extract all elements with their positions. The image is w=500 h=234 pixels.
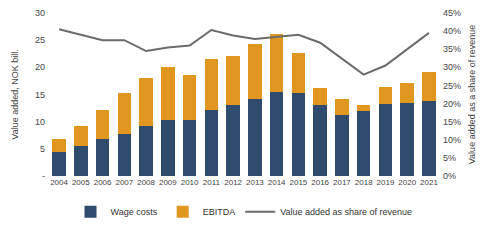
- svg-text:2011: 2011: [203, 178, 221, 187]
- svg-text:2018: 2018: [355, 178, 373, 187]
- svg-text:2014: 2014: [268, 178, 286, 187]
- svg-text:2008: 2008: [137, 178, 155, 187]
- svg-text:2020: 2020: [398, 178, 416, 187]
- svg-text:5%: 5%: [443, 153, 456, 163]
- svg-text:2005: 2005: [72, 178, 90, 187]
- svg-text:2017: 2017: [333, 178, 351, 187]
- svg-text:Wage costs: Wage costs: [111, 207, 158, 217]
- svg-text:2007: 2007: [115, 178, 133, 187]
- svg-text:Value added as share of revenu: Value added as share of revenue: [280, 207, 412, 217]
- svg-text:5: 5: [40, 144, 45, 154]
- svg-text:20%: 20%: [443, 99, 461, 109]
- svg-text:15%: 15%: [443, 117, 461, 127]
- svg-text:-: -: [42, 171, 45, 181]
- svg-text:Value added as a share of reve: Value added as a share of revenue: [467, 25, 477, 164]
- svg-text:2015: 2015: [290, 178, 308, 187]
- svg-text:40%: 40%: [443, 26, 461, 36]
- svg-text:0%: 0%: [443, 171, 456, 181]
- svg-text:Value added, NOK bill.: Value added, NOK bill.: [10, 49, 20, 139]
- svg-text:2019: 2019: [377, 178, 395, 187]
- svg-text:2010: 2010: [181, 178, 199, 187]
- svg-text:35%: 35%: [443, 44, 461, 54]
- svg-text:15: 15: [35, 90, 45, 100]
- svg-text:EBITDA: EBITDA: [203, 207, 236, 217]
- svg-text:2013: 2013: [246, 178, 264, 187]
- svg-text:10%: 10%: [443, 135, 461, 145]
- svg-text:30: 30: [35, 8, 45, 18]
- svg-text:2004: 2004: [50, 178, 68, 187]
- svg-text:10: 10: [35, 117, 45, 127]
- svg-text:45%: 45%: [443, 8, 461, 18]
- svg-text:2009: 2009: [159, 178, 177, 187]
- svg-text:2016: 2016: [311, 178, 329, 187]
- svg-text:30%: 30%: [443, 62, 461, 72]
- svg-text:20: 20: [35, 62, 45, 72]
- svg-text:2021: 2021: [420, 178, 438, 187]
- svg-text:25: 25: [35, 35, 45, 45]
- svg-text:2006: 2006: [94, 178, 112, 187]
- svg-text:2012: 2012: [224, 178, 242, 187]
- svg-text:25%: 25%: [443, 81, 461, 91]
